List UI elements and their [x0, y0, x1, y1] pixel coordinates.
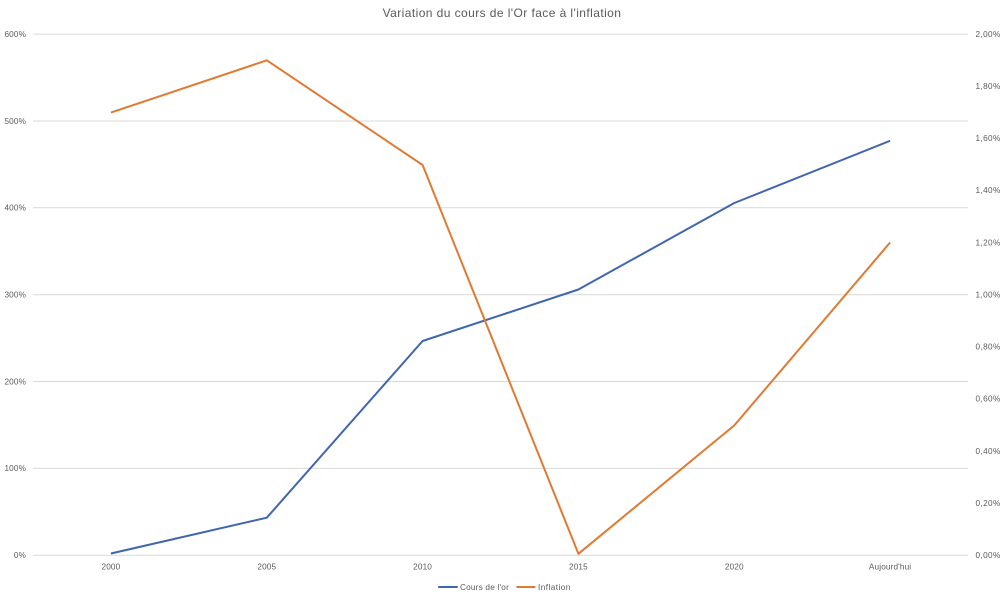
- svg-text:1,60%: 1,60%: [976, 134, 1001, 143]
- svg-text:Cours de l'or: Cours de l'or: [460, 583, 509, 592]
- svg-text:500%: 500%: [4, 117, 26, 126]
- svg-text:600%: 600%: [4, 30, 26, 39]
- svg-text:2000: 2000: [101, 563, 120, 572]
- svg-text:Aujourd'hui: Aujourd'hui: [869, 563, 911, 572]
- svg-text:Inflation: Inflation: [538, 583, 571, 592]
- svg-text:1,20%: 1,20%: [976, 238, 1001, 247]
- svg-text:0,20%: 0,20%: [976, 499, 1001, 508]
- svg-text:0,00%: 0,00%: [976, 551, 1001, 560]
- svg-text:300%: 300%: [4, 291, 26, 300]
- svg-text:200%: 200%: [4, 377, 26, 386]
- svg-text:0,60%: 0,60%: [976, 395, 1001, 404]
- svg-text:2020: 2020: [725, 563, 744, 572]
- svg-text:0,80%: 0,80%: [976, 343, 1001, 352]
- svg-text:1,80%: 1,80%: [976, 82, 1001, 91]
- svg-text:2010: 2010: [413, 563, 432, 572]
- svg-text:1,40%: 1,40%: [976, 186, 1001, 195]
- svg-text:Variation du cours de l'Or fac: Variation du cours de l'Or face à l'infl…: [383, 6, 622, 20]
- svg-text:2,00%: 2,00%: [976, 30, 1001, 39]
- svg-text:1,00%: 1,00%: [976, 291, 1001, 300]
- svg-text:0%: 0%: [14, 551, 26, 560]
- svg-text:400%: 400%: [4, 204, 26, 213]
- svg-text:0,40%: 0,40%: [976, 447, 1001, 456]
- svg-text:2015: 2015: [569, 563, 588, 572]
- svg-text:2005: 2005: [257, 563, 276, 572]
- svg-text:100%: 100%: [4, 464, 26, 473]
